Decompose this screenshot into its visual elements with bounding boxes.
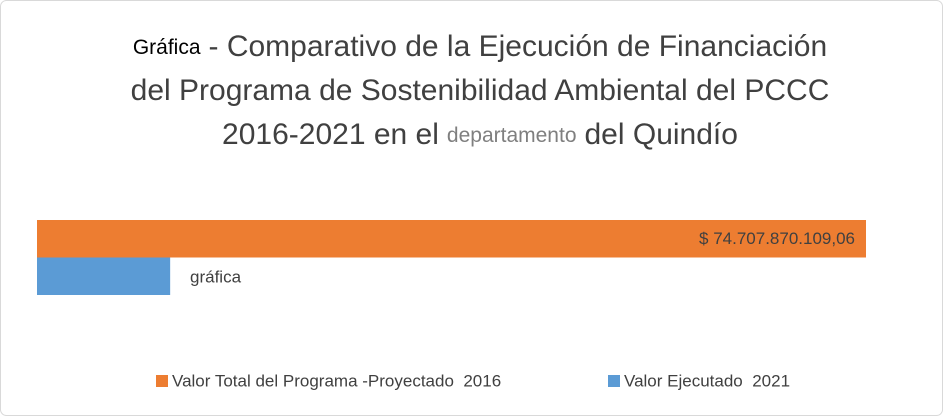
bar [37, 220, 866, 258]
title-part: Gráfica [133, 36, 201, 59]
legend-label: Valor Total del Programa -Proyectado 201… [172, 371, 501, 390]
data-label: $ 74.707.870.109,06 [699, 229, 855, 248]
chart-title: del Programa de Sostenibilidad Ambiental… [131, 74, 830, 107]
bar [37, 257, 171, 295]
title-part: 2016-2021 en el [222, 118, 439, 151]
title-part: departamento [447, 124, 577, 147]
title-part: del Programa de Sostenibilidad Ambiental… [131, 74, 830, 107]
legend-swatch [156, 375, 168, 387]
annotation: gráfica [190, 268, 242, 287]
chart-title: Gráfica - Comparativo de la Ejecución de … [133, 30, 827, 63]
title-part: - Comparativo de la Ejecución de Financi… [209, 30, 828, 63]
chart-title: 2016-2021 en el departamento del Quindío [222, 118, 738, 151]
title-part: del Quindío [585, 118, 738, 151]
legend-label: Valor Ejecutado 2021 [624, 371, 790, 390]
legend-swatch [608, 375, 620, 387]
